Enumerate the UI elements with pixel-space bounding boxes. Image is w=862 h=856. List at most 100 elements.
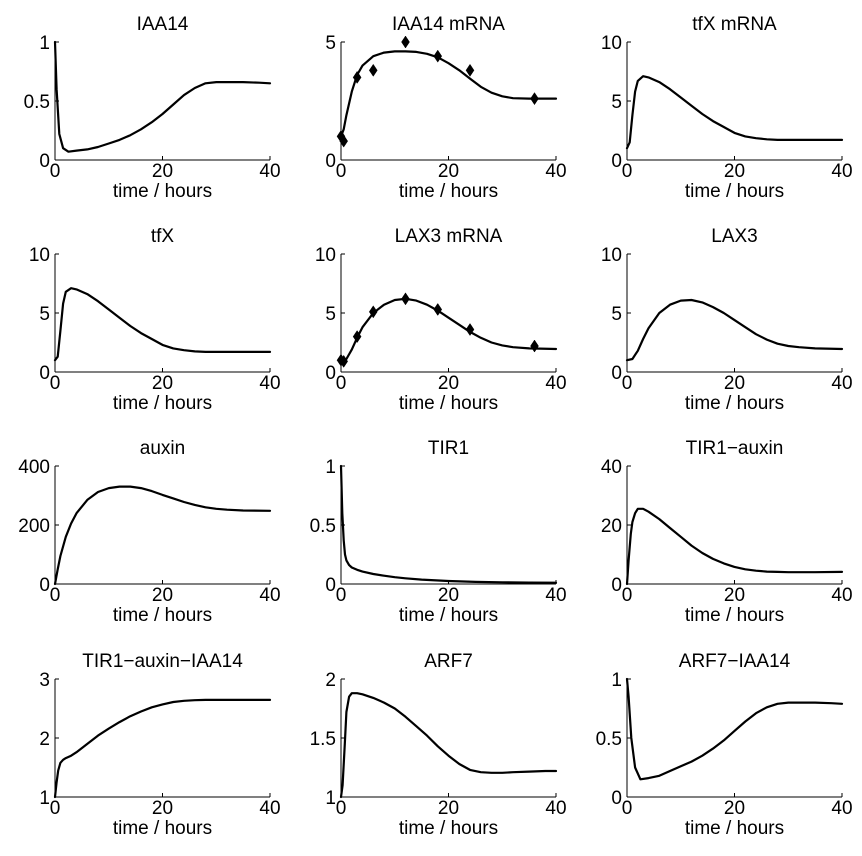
y-tick-label: 0 <box>611 575 622 596</box>
data-point-diamond <box>401 292 410 306</box>
y-tick-label: 0 <box>39 575 50 596</box>
subplot-title: auxin <box>140 438 185 459</box>
x-tick-label: 0 <box>622 161 633 182</box>
subplot: TIR1−auxin 0 20 40 0 20 40 time / hours <box>601 438 853 626</box>
subplot: IAA14 mRNA 0 20 40 0 5 time / hours <box>325 14 566 202</box>
y-tick-label: 1 <box>325 788 336 809</box>
x-tick-label: 40 <box>831 161 852 182</box>
y-tick-label: 1 <box>39 788 50 809</box>
y-tick-label: 0 <box>611 788 622 809</box>
x-tick-label: 20 <box>438 373 459 394</box>
y-tick-label: 10 <box>315 245 336 266</box>
x-tick-label: 40 <box>831 373 852 394</box>
subplot-title: IAA14 mRNA <box>392 14 505 35</box>
x-tick-label: 20 <box>438 585 459 606</box>
data-point-diamond <box>530 92 539 106</box>
x-tick-label: 20 <box>152 798 173 819</box>
x-tick-label: 0 <box>50 798 61 819</box>
y-tick-label: 0.5 <box>596 729 622 750</box>
x-axis-label: time / hours <box>399 818 498 839</box>
y-tick-label: 20 <box>601 516 622 537</box>
subplot-title: IAA14 <box>137 14 189 35</box>
x-tick-label: 40 <box>831 798 852 819</box>
x-tick-label: 40 <box>831 585 852 606</box>
subplot-title: LAX3 mRNA <box>395 226 503 247</box>
y-tick-label: 5 <box>325 304 336 325</box>
y-tick-label: 3 <box>39 670 50 691</box>
series-line <box>53 698 272 799</box>
x-tick-label: 40 <box>259 585 280 606</box>
x-axis-label: time / hours <box>685 818 784 839</box>
y-tick-label: 10 <box>601 245 622 266</box>
y-tick-label: 5 <box>39 304 50 325</box>
data-point-diamond <box>401 35 410 49</box>
subplot: TIR1−auxin−IAA14 0 20 40 1 2 3 time / hours <box>39 651 280 839</box>
x-tick-label: 40 <box>545 373 566 394</box>
x-axis-label: time / hours <box>399 393 498 414</box>
subplot-title: tfX mRNA <box>692 14 777 35</box>
subplot-title: TIR1−auxin <box>686 438 784 459</box>
data-point-diamond <box>352 330 362 344</box>
x-tick-label: 0 <box>336 798 347 819</box>
subplot-title: ARF7 <box>424 651 473 672</box>
y-tick-label: 1.5 <box>310 729 336 750</box>
subplot-title: TIR1 <box>428 438 469 459</box>
data-point-diamond <box>339 354 348 368</box>
subplot-title: ARF7−IAA14 <box>679 651 791 672</box>
x-tick-label: 20 <box>724 585 745 606</box>
y-tick-label: 10 <box>601 33 622 54</box>
x-tick-label: 0 <box>622 373 633 394</box>
x-tick-label: 40 <box>545 798 566 819</box>
series-line <box>339 297 558 363</box>
data-point-diamond <box>433 303 443 316</box>
y-tick-label: 10 <box>29 245 50 266</box>
subplot-title: TIR1−auxin−IAA14 <box>82 651 243 672</box>
y-tick-label: 0 <box>325 363 336 384</box>
y-tick-label: 1 <box>39 33 50 54</box>
y-tick-label: 0 <box>325 575 336 596</box>
x-tick-label: 40 <box>259 161 280 182</box>
y-tick-label: 0.5 <box>310 516 336 537</box>
y-tick-label: 0 <box>325 151 336 172</box>
series-line <box>625 298 844 362</box>
y-tick-label: 0 <box>39 151 50 172</box>
x-tick-label: 0 <box>622 798 633 819</box>
subplot: ARF7 0 20 40 1 1.5 2 time / hours <box>310 651 567 839</box>
series-line <box>625 677 844 781</box>
x-tick-label: 20 <box>724 798 745 819</box>
y-tick-label: 40 <box>601 457 622 478</box>
x-tick-label: 0 <box>50 373 61 394</box>
series-line <box>53 485 272 586</box>
subplot: ARF7−IAA14 0 20 40 0 0.5 1 time / hours <box>596 651 853 839</box>
x-axis-label: time / hours <box>685 393 784 414</box>
x-tick-label: 20 <box>724 161 745 182</box>
x-tick-label: 0 <box>622 585 633 606</box>
x-tick-label: 20 <box>438 798 459 819</box>
y-tick-label: 0 <box>39 363 50 384</box>
y-tick-label: 2 <box>325 670 336 691</box>
x-axis-label: time / hours <box>399 605 498 626</box>
x-tick-label: 20 <box>724 373 745 394</box>
x-axis-label: time / hours <box>399 181 498 202</box>
data-point-diamond <box>368 63 378 77</box>
x-axis-label: time / hours <box>113 181 212 202</box>
y-tick-label: 200 <box>18 516 50 537</box>
subplot: IAA14 0 20 40 0 0.5 1 time / hours <box>24 14 281 202</box>
x-tick-label: 0 <box>336 161 347 182</box>
subplot: LAX3 mRNA 0 20 40 0 5 10 time / hours <box>315 226 567 414</box>
x-tick-label: 40 <box>545 585 566 606</box>
x-tick-label: 20 <box>438 161 459 182</box>
subplot-title: LAX3 <box>711 226 757 247</box>
y-tick-label: 5 <box>611 304 622 325</box>
x-axis-label: time / hours <box>113 393 212 414</box>
x-tick-label: 40 <box>545 161 566 182</box>
series-line <box>339 464 558 584</box>
x-tick-label: 40 <box>259 798 280 819</box>
x-tick-label: 0 <box>336 585 347 606</box>
y-tick-label: 1 <box>611 670 622 691</box>
y-tick-label: 1 <box>325 457 336 478</box>
y-tick-label: 400 <box>18 457 50 478</box>
data-point-diamond <box>368 305 378 319</box>
